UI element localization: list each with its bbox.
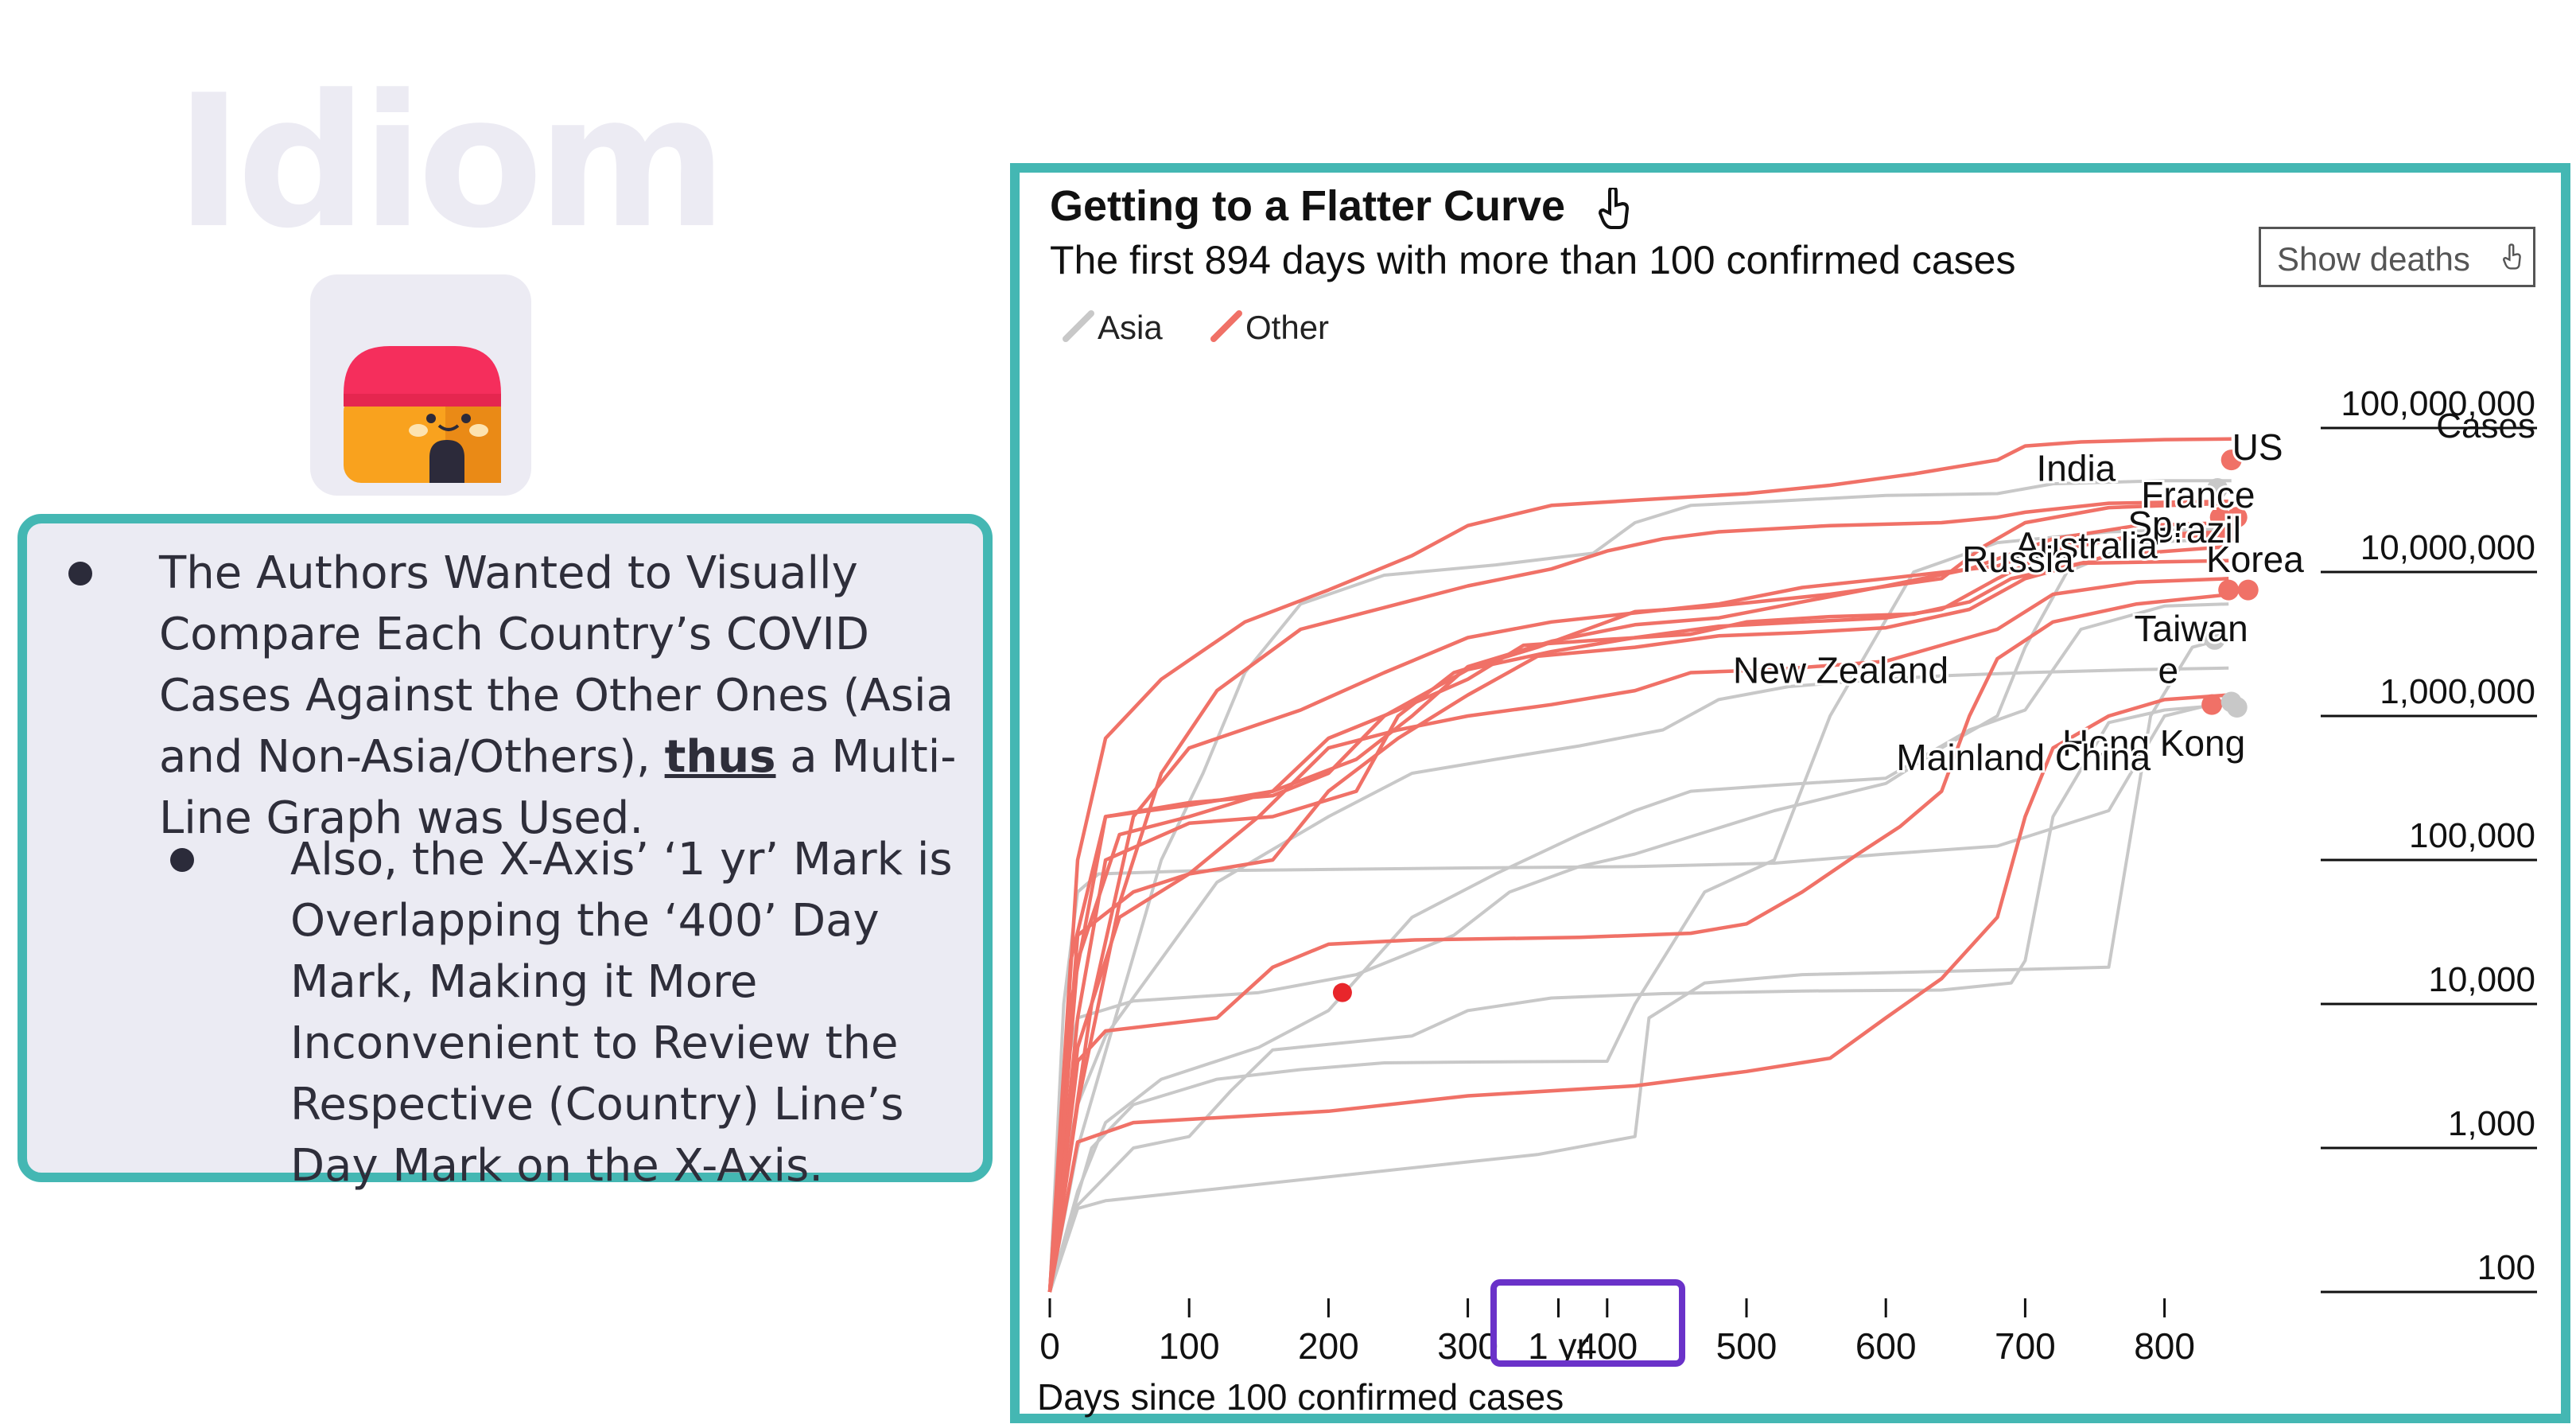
- y-tick-label: 100,000: [2409, 816, 2535, 855]
- series-label: Brazil: [2150, 509, 2241, 551]
- thus-emphasis: thus: [664, 731, 776, 783]
- series-label: Hong Kong: [2062, 722, 2245, 764]
- series-line: [1047, 558, 2229, 1293]
- series-end-points: [1332, 449, 2259, 1002]
- y-tick-label: 100,000,000: [2341, 384, 2535, 423]
- x-tick-label: 0: [1039, 1325, 1060, 1367]
- series-line: [1047, 530, 2229, 1293]
- x-tick-label: 500: [1716, 1325, 1778, 1367]
- series-line: [1048, 698, 2232, 1293]
- main-text-part1: The Authors Wanted to Visually Compare E…: [159, 547, 954, 783]
- series-end-point: [2218, 521, 2240, 543]
- series-line: [1048, 479, 2232, 1293]
- y-tick-label: 1,000: [2448, 1104, 2535, 1143]
- idiom-watermark: Idiom: [175, 56, 728, 269]
- series-label: Australia: [2015, 524, 2158, 566]
- series-lines: [1047, 437, 2232, 1293]
- legend-swatch-asia: [1063, 310, 1094, 342]
- x-tick-label: 600: [1855, 1325, 1917, 1367]
- x-axis-title: Days since 100 confirmed cases: [1037, 1376, 1564, 1418]
- x-tick-label: 400: [1576, 1325, 1638, 1367]
- x-tick-label: 300: [1437, 1325, 1498, 1367]
- series-label: New Zealand: [1733, 649, 1949, 691]
- series-line: [1047, 693, 2229, 1293]
- y-tick-label: 10,000: [2428, 960, 2535, 999]
- legend-swatch-other: [1210, 310, 1242, 342]
- series-line: [1047, 577, 2229, 1293]
- series-end-point: [2204, 628, 2225, 650]
- series-label: Taiwan: [2135, 608, 2248, 649]
- legend-label-other[interactable]: Other: [1245, 309, 1330, 346]
- series-line: [1048, 636, 2229, 1293]
- show-deaths-label: Show deaths: [2277, 240, 2470, 278]
- pointer-hand-icon: [2503, 243, 2521, 270]
- series-label: India: [2037, 447, 2116, 488]
- series-line: [1048, 666, 2229, 1293]
- chart-subtitle: The first 894 days with more than 100 co…: [1050, 238, 2016, 282]
- main-text-part2: a Multi-Line Graph was Used.: [159, 731, 957, 844]
- x-tick-label: 200: [1298, 1325, 1359, 1367]
- house-logo-icon: [344, 346, 501, 483]
- x-tick-label: 100: [1159, 1325, 1220, 1367]
- series-line: [1047, 544, 2229, 1293]
- series-line: [1047, 437, 2232, 1293]
- x-marker-label: 1 yr: [1528, 1325, 1589, 1367]
- x-axis: 0 100 200 300 400 500 600 700 800 1 yr Days since …: [1037, 1298, 2195, 1418]
- y-axis-title: Cases: [2436, 407, 2535, 446]
- series-label: Mainland China: [1896, 737, 2151, 778]
- series-end-point: [2207, 478, 2228, 500]
- pointer-hand-icon: [1599, 188, 1630, 229]
- series-line: [1047, 520, 2229, 1293]
- y-tick-label: 10,000,000: [2360, 528, 2535, 567]
- series-end-point: [2218, 579, 2240, 601]
- series-line: [1048, 527, 2229, 1293]
- x-tick-label: 700: [1995, 1325, 2056, 1367]
- series-end-point: [2226, 697, 2248, 718]
- x-tick-label: 800: [2134, 1325, 2195, 1367]
- sub-bullet-text: Also, the X-Axis’ ‘1 yr’ Mark is Overlap…: [290, 834, 953, 1192]
- sub-bullet-dot: [170, 848, 194, 872]
- series-end-point: [2237, 579, 2259, 601]
- y-tick-label: 100: [2477, 1248, 2535, 1287]
- chart-title: Getting to a Flatter Curve: [1050, 182, 1566, 230]
- series-line: [1048, 702, 2229, 1293]
- y-tick-label: 1,000,000: [2380, 672, 2535, 711]
- series-line: [1048, 537, 2232, 1293]
- show-deaths-button[interactable]: Show deaths: [2259, 227, 2535, 287]
- series-label: US: [2232, 426, 2283, 468]
- overlap-highlight-box: [1490, 1279, 1685, 1367]
- note-box: The Authors Wanted to Visually Compare E…: [17, 514, 994, 1192]
- series-label: e: [2158, 649, 2179, 691]
- series-line: [1047, 533, 2229, 1293]
- legend-label-asia[interactable]: Asia: [1098, 309, 1163, 346]
- highlight-point: [1332, 982, 1352, 1002]
- series-label: France: [2141, 474, 2255, 516]
- series-line: [1048, 602, 2229, 1293]
- series-label: Russia: [1962, 539, 2074, 580]
- y-axis: Cases 100 1,000 10,000 100,000 1,000,000 10,00…: [2321, 384, 2537, 1294]
- main-bullet-text: The Authors Wanted to Visually Compare E…: [159, 543, 994, 849]
- series-label: Korea: [2206, 539, 2304, 580]
- series-end-point: [2201, 694, 2223, 715]
- series-line: [1047, 592, 2232, 1293]
- idiom-logo-tile: [310, 274, 531, 496]
- bullet-dot: [68, 562, 92, 586]
- series-end-point: [2220, 449, 2242, 471]
- series-line: [1047, 499, 2229, 1293]
- series-label: Sp.: [2127, 504, 2182, 545]
